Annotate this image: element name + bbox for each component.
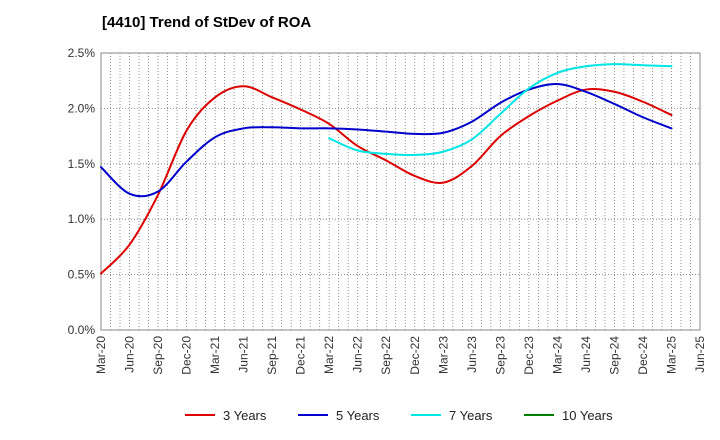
series-line-5-years: [100, 83, 673, 198]
x-tick-label: Jun-23: [465, 336, 479, 373]
x-tick-label: Sep-22: [379, 336, 393, 375]
x-tick-label: Dec-21: [294, 336, 308, 375]
x-tick-label: Mar-21: [208, 336, 222, 374]
y-tick-label: 1.0%: [68, 212, 96, 226]
legend-label: 10 Years: [562, 408, 613, 423]
plot-area: [101, 53, 700, 330]
legend-item-3-years: 3 Years: [185, 408, 267, 423]
x-tick-label: Dec-23: [522, 336, 536, 375]
x-tick-label: Dec-24: [636, 336, 650, 375]
x-tick-label: Jun-20: [123, 336, 137, 373]
y-tick-label: 2.5%: [68, 46, 96, 60]
x-tick-label: Sep-20: [151, 336, 165, 375]
legend-label: 3 Years: [223, 408, 267, 423]
legend-label: 5 Years: [336, 408, 380, 423]
chart-title: [4410] Trend of StDev of ROA: [102, 14, 312, 31]
series-line-7-years: [328, 63, 673, 157]
y-tick-label: 0.5%: [68, 268, 96, 282]
x-tick-label: Mar-22: [322, 336, 336, 374]
x-tick-label: Jun-24: [579, 336, 593, 373]
x-tick-label: Mar-23: [436, 336, 450, 374]
y-tick-label: 0.0%: [68, 323, 96, 337]
x-tick-label: Sep-21: [265, 336, 279, 375]
legend-label: 7 Years: [449, 408, 493, 423]
legend-item-10-years: 10 Years: [524, 408, 613, 423]
y-tick-label: 1.5%: [68, 157, 96, 171]
x-tick-label: Sep-23: [493, 336, 507, 375]
x-tick-label: Jun-22: [351, 336, 365, 373]
x-tick-label: Dec-20: [180, 336, 194, 375]
y-tick-label: 2.0%: [68, 101, 96, 115]
plot-border: [100, 52, 701, 331]
grid-lines: [101, 52, 700, 330]
legend-item-7-years: 7 Years: [411, 408, 493, 423]
legend-item-5-years: 5 Years: [298, 408, 380, 423]
series-line-3-years: [100, 85, 673, 275]
x-tick-label: Mar-20: [94, 336, 108, 374]
x-tick-label: Dec-22: [408, 336, 422, 375]
x-tick-label: Jun-25: [693, 336, 707, 373]
x-tick-label: Sep-24: [607, 336, 621, 375]
x-tick-label: Jun-21: [237, 336, 251, 373]
x-tick-label: Mar-24: [550, 336, 564, 374]
x-tick-label: Mar-25: [664, 336, 678, 374]
